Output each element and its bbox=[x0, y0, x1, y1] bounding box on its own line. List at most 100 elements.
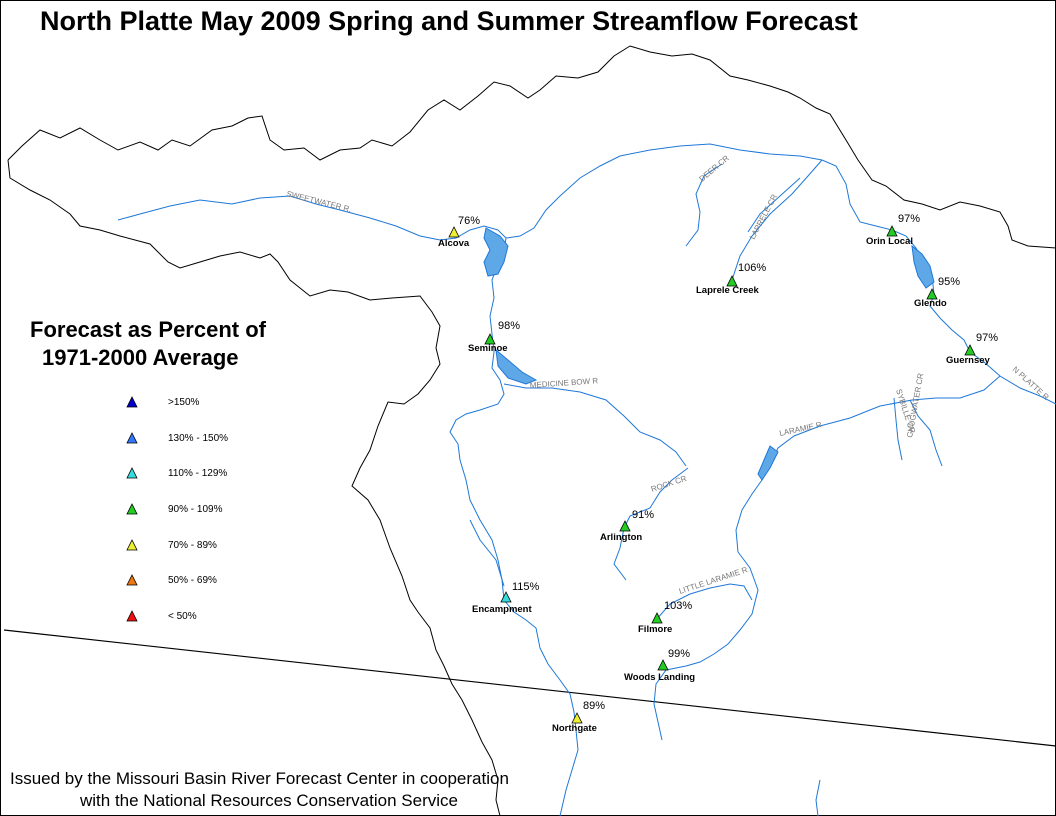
river-label: LARAMIE R bbox=[779, 420, 823, 438]
river-label: LITTLE LARAMIE R bbox=[678, 565, 749, 596]
river-label: N PLATTE R bbox=[1011, 365, 1051, 402]
laprele-creek bbox=[731, 159, 823, 281]
station-percent: 97% bbox=[898, 213, 920, 225]
station-name: Filmore bbox=[638, 624, 672, 635]
station-name: Alcova bbox=[438, 238, 470, 249]
station-percent: 98% bbox=[498, 320, 520, 332]
chugwater-creek bbox=[909, 399, 943, 467]
encampment-river bbox=[469, 519, 505, 587]
legend-title-line2: 1971-2000 Average bbox=[42, 345, 239, 370]
legend-label: 70% - 89% bbox=[168, 540, 217, 551]
deer-creek bbox=[685, 163, 723, 247]
legend-label: >150% bbox=[168, 397, 200, 408]
legend-marker-icon bbox=[126, 574, 138, 586]
map-title: North Platte May 2009 Spring and Summer … bbox=[40, 6, 858, 36]
station-marker bbox=[448, 226, 460, 238]
state-boundary-line bbox=[3, 629, 1056, 747]
station-name: Encampment bbox=[472, 604, 532, 615]
rock-creek bbox=[613, 467, 689, 581]
footer-line2: with the National Resources Conservation… bbox=[80, 791, 458, 810]
station-percent: 106% bbox=[738, 262, 766, 274]
river-label: ROCK CR bbox=[650, 474, 688, 494]
station-percent: 99% bbox=[668, 648, 690, 660]
station-percent: 115% bbox=[512, 581, 540, 593]
station-name: Woods Landing bbox=[624, 672, 695, 683]
station-name: Glendo bbox=[914, 298, 947, 309]
north-platte-east bbox=[821, 159, 1056, 405]
station-arlington: 91% Arlington bbox=[600, 509, 654, 543]
legend-marker-icon bbox=[126, 467, 138, 479]
laprele-creek-branch bbox=[747, 177, 801, 233]
station-percent: 97% bbox=[976, 332, 998, 344]
station-name: Arlington bbox=[600, 532, 642, 543]
little-laramie-river bbox=[655, 583, 753, 621]
station-marker bbox=[926, 288, 938, 300]
glendo-reservoir bbox=[911, 244, 935, 289]
station-laprele-creek: 106% Laprele Creek bbox=[696, 262, 766, 296]
river-label: MEDICINE BOW R bbox=[530, 376, 599, 390]
legend-title: Forecast as Percent of 1971-2000 Average bbox=[30, 316, 266, 372]
station-filmore: 103% Filmore bbox=[638, 600, 692, 635]
station-percent: 76% bbox=[458, 215, 480, 227]
footer-line1: Issued by the Missouri Basin River Forec… bbox=[10, 769, 509, 788]
sweetwater-river bbox=[117, 195, 499, 241]
station-percent: 95% bbox=[938, 276, 960, 288]
north-platte-main bbox=[449, 229, 579, 816]
station-percent: 91% bbox=[632, 509, 654, 521]
station-marker bbox=[484, 333, 496, 345]
station-northgate: 89% Northgate bbox=[552, 700, 605, 734]
basin-boundary bbox=[7, 45, 1056, 816]
legend-marker-icon bbox=[126, 396, 138, 408]
river-label: DEER CR bbox=[698, 153, 732, 183]
seminoe-reservoir bbox=[495, 348, 538, 385]
legend-marker-icon bbox=[126, 503, 138, 515]
station-marker bbox=[657, 659, 669, 671]
legend-marker-icon bbox=[126, 432, 138, 444]
sybille-creek bbox=[893, 397, 903, 461]
legend-label: 110% - 129% bbox=[168, 468, 228, 479]
river-label: SWEETWATER R. bbox=[286, 189, 353, 214]
station-marker bbox=[619, 520, 631, 532]
southern-tributary bbox=[815, 779, 821, 816]
legend-title-line1: Forecast as Percent of bbox=[30, 317, 266, 342]
footer-credit: Issued by the Missouri Basin River Forec… bbox=[10, 768, 509, 812]
station-guernsey: 97% Guernsey bbox=[946, 332, 998, 366]
reservoirs bbox=[483, 227, 935, 481]
north-platte-upper bbox=[505, 143, 823, 239]
legend-label: 50% - 69% bbox=[168, 575, 217, 586]
pathfinder-reservoir bbox=[483, 227, 509, 277]
legend-label: 90% - 109% bbox=[168, 504, 223, 515]
wheatland-reservoir bbox=[757, 445, 779, 481]
river-label: LAPRELE CR bbox=[748, 193, 779, 241]
station-name: Guernsey bbox=[946, 355, 991, 366]
station-name: Northgate bbox=[552, 723, 597, 734]
station-marker bbox=[500, 591, 512, 603]
station-marker bbox=[651, 612, 663, 624]
station-marker bbox=[886, 225, 898, 237]
station-marker bbox=[571, 712, 583, 724]
station-name: Orin Local bbox=[866, 236, 913, 247]
station-woods-landing: 99% Woods Landing bbox=[624, 648, 695, 683]
station-name: Seminoe bbox=[468, 343, 508, 354]
station-alcova: 76% Alcova bbox=[438, 215, 480, 249]
legend-marker-icon bbox=[126, 610, 138, 622]
station-percent: 103% bbox=[664, 600, 692, 612]
legend-label: 130% - 150% bbox=[168, 433, 229, 444]
station-encampment: 115% Encampment bbox=[472, 581, 540, 615]
station-glendo: 95% Glendo bbox=[914, 276, 960, 309]
station-percent: 89% bbox=[583, 700, 605, 712]
forecast-stations: 76% Alcova 98% Seminoe 106% Laprele Cree… bbox=[438, 213, 998, 734]
station-marker bbox=[964, 344, 976, 356]
river-labels: SWEETWATER R. DEER CR LAPRELE CR MEDICIN… bbox=[286, 153, 1051, 596]
station-seminoe: 98% Seminoe bbox=[468, 320, 520, 354]
station-marker bbox=[726, 275, 738, 287]
station-name: Laprele Creek bbox=[696, 285, 760, 296]
laramie-river bbox=[653, 375, 1001, 741]
river-network bbox=[117, 143, 1056, 816]
legend-marker-icon bbox=[126, 539, 138, 551]
legend-label: < 50% bbox=[168, 611, 197, 622]
station-orin-local: 97% Orin Local bbox=[866, 213, 920, 247]
